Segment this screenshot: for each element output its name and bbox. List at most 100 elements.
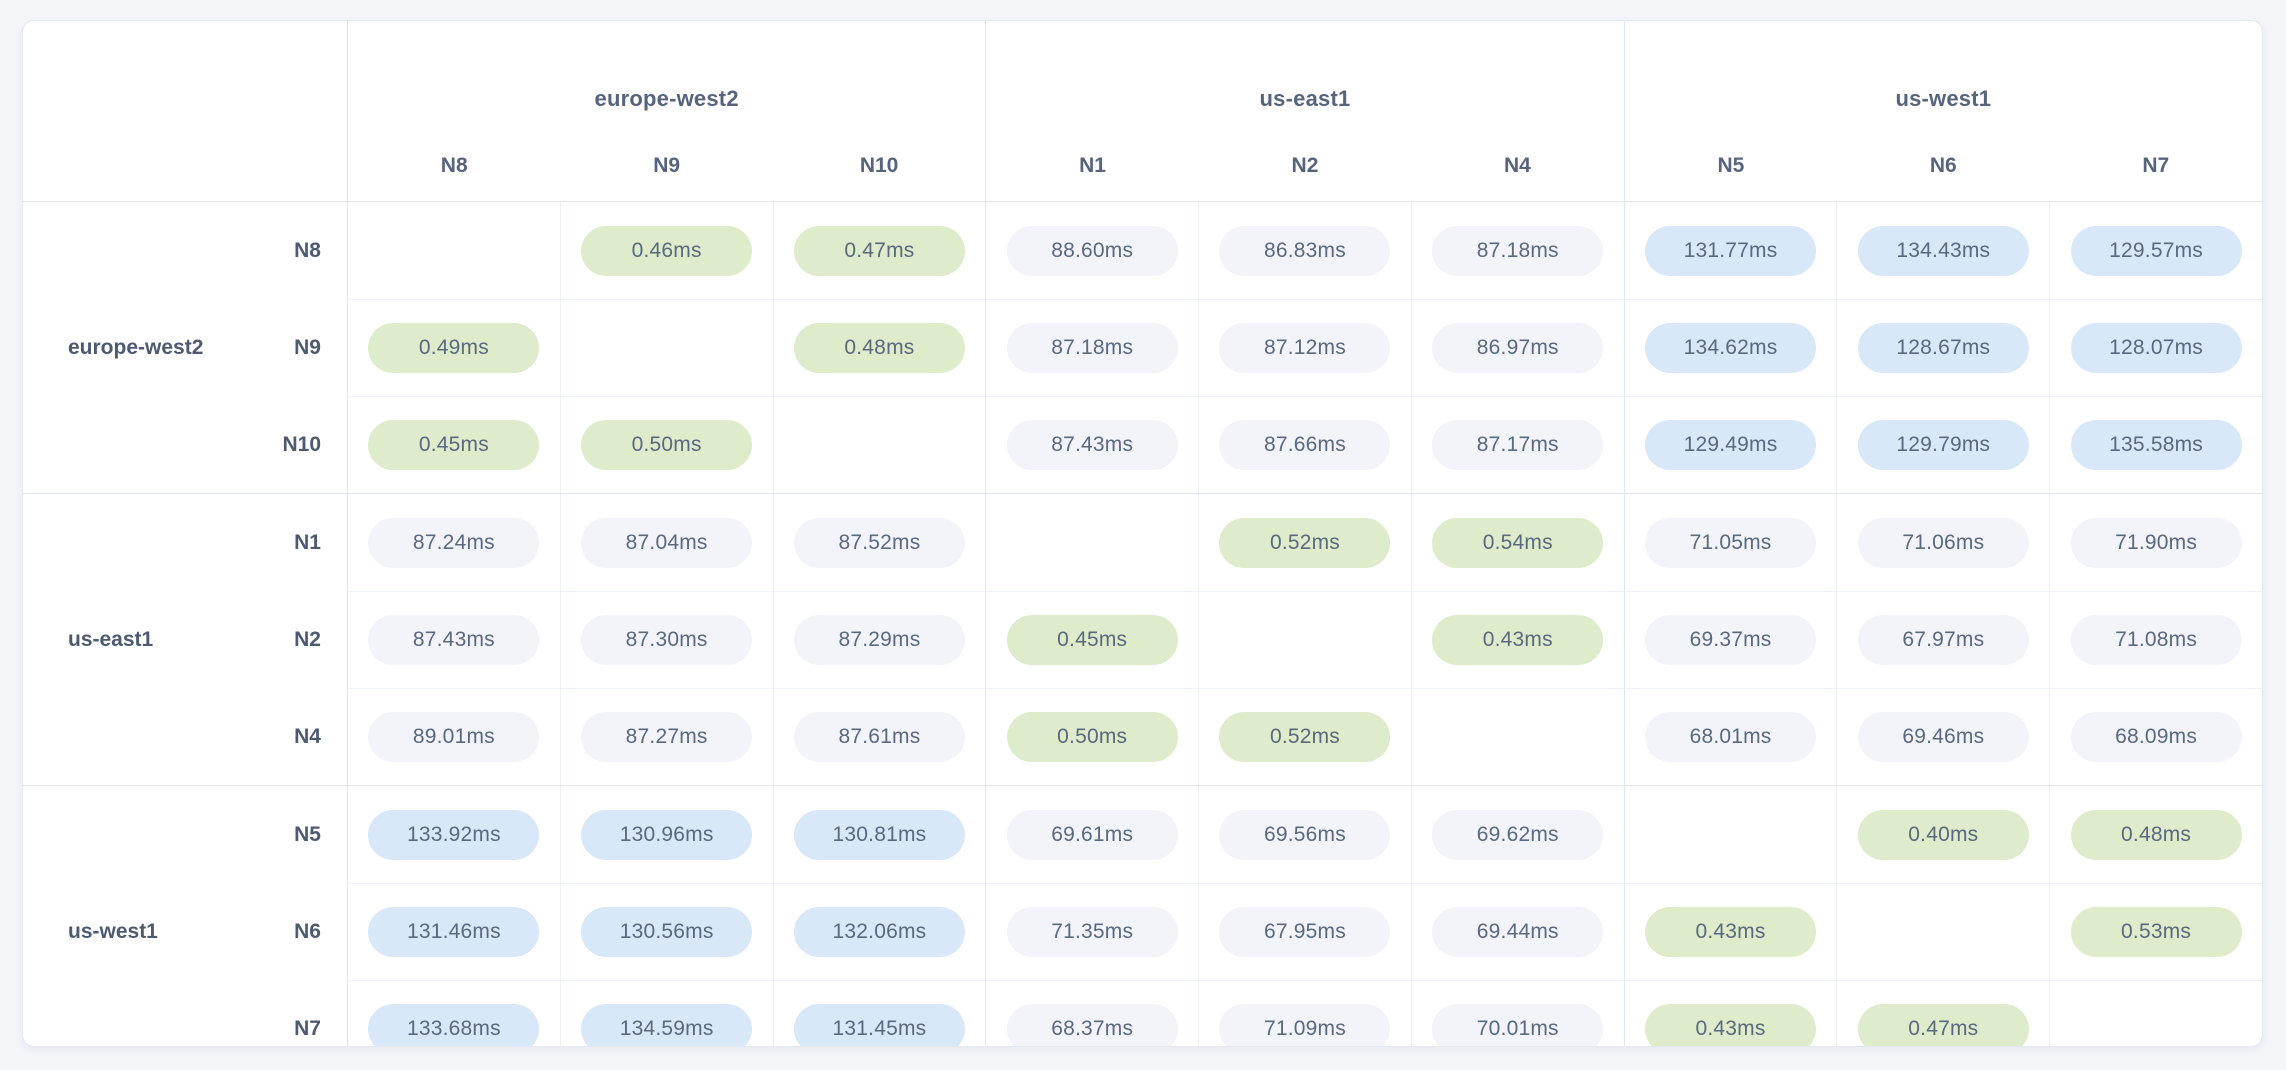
row-region-label-us-east1: us-east1 (68, 627, 154, 651)
latency-pill: 69.56ms (1219, 809, 1391, 860)
latency-cell-N7-col6: 0.43ms (1623, 980, 1837, 1046)
latency-cell-N5-col3: 69.61ms (985, 786, 1198, 883)
latency-pill: 131.45ms (793, 1004, 965, 1046)
column-node-label-N9: N9 (653, 154, 681, 177)
latency-pill: 0.47ms (1857, 1004, 2029, 1046)
latency-pill: 0.50ms (1006, 712, 1178, 762)
latency-pill: 87.30ms (581, 615, 753, 665)
latency-cell-N8-col2: 0.47ms (772, 202, 986, 299)
latency-cell-N8-col8: 129.57ms (2049, 202, 2262, 299)
latency-pill: 0.48ms (2070, 809, 2242, 860)
row-node-label-N1: N1 (294, 530, 321, 554)
latency-pill: 87.04ms (581, 517, 753, 568)
latency-pill: 69.37ms (1645, 615, 1817, 665)
latency-pill: 131.46ms (368, 907, 540, 957)
latency-cell-N8-col0 (347, 202, 560, 299)
row-region-label-us-west1: us-west1 (68, 919, 158, 943)
latency-pill: 0.43ms (1645, 1004, 1817, 1046)
latency-cell-N2-col7: 67.97ms (1836, 591, 2050, 688)
latency-pill: 71.08ms (2070, 615, 2242, 665)
latency-cell-N9-col1 (559, 299, 773, 396)
latency-pill: 0.49ms (368, 323, 540, 373)
latency-cell-N6-col4: 67.95ms (1198, 883, 1411, 980)
latency-pill: 129.79ms (1857, 420, 2029, 470)
row-node-label-N8: N8 (294, 238, 321, 262)
latency-cell-N5-col4: 69.56ms (1198, 786, 1411, 883)
latency-cell-N6-col1: 130.56ms (559, 883, 773, 980)
latency-cell-N4-col2: 87.61ms (772, 688, 986, 785)
column-group-region-title: europe-west2 (594, 86, 739, 111)
latency-pill: 67.95ms (1219, 907, 1391, 957)
latency-cell-N4-col3: 0.50ms (985, 688, 1199, 785)
latency-cell-N10-col3: 87.43ms (985, 396, 1199, 493)
column-node-labels: N1 N2 N4 (986, 131, 1623, 201)
latency-cell-N2-col6: 69.37ms (1623, 591, 1837, 688)
latency-cell-N1-col7: 71.06ms (1836, 494, 2049, 591)
latency-pill: 130.96ms (581, 809, 753, 860)
row-node-label-N7: N7 (294, 1016, 321, 1040)
latency-cell-N7-col1: 134.59ms (559, 980, 773, 1046)
latency-cell-N7-col8 (2049, 980, 2262, 1046)
latency-cell-N8-col3: 88.60ms (985, 202, 1198, 299)
latency-pill: 128.67ms (1857, 323, 2029, 373)
latency-cell-N6-col6: 0.43ms (1623, 883, 1837, 980)
latency-pill: 131.77ms (1645, 225, 1817, 276)
row-group-us-east1: us-east1 N1 87.24ms 87.04ms 87.52ms 0.52ms 0.5… (23, 493, 2262, 785)
latency-cell-N5-col6 (1623, 786, 1837, 883)
row-node-label-N2: N2 (294, 627, 321, 651)
latency-cell-N10-col6: 129.49ms (1623, 396, 1837, 493)
latency-pill: 68.09ms (2070, 712, 2242, 762)
latency-cell-N2-col1: 87.30ms (559, 591, 773, 688)
latency-cell-N6-col5: 69.44ms (1410, 883, 1624, 980)
column-node-label-N1: N1 (1079, 154, 1106, 177)
latency-pill: 0.45ms (1006, 615, 1178, 665)
latency-pill: 87.61ms (793, 712, 965, 762)
latency-pill: 134.62ms (1645, 323, 1817, 373)
latency-pill: 70.01ms (1432, 1004, 1604, 1046)
latency-cell-N9-col3: 87.18ms (985, 299, 1199, 396)
latency-pill: 69.61ms (1006, 809, 1178, 860)
row-node-label-N6: N6 (294, 919, 321, 943)
column-group-region-title: us-east1 (1259, 86, 1351, 111)
latency-cell-N5-col8: 0.48ms (2049, 786, 2262, 883)
latency-pill: 69.46ms (1857, 712, 2029, 762)
latency-pill: 88.60ms (1006, 225, 1178, 276)
latency-cell-N9-col4: 87.12ms (1198, 299, 1411, 396)
row-group-europe-west2: europe-west2 N8 0.46ms 0.47ms 88.60ms 86.83ms… (23, 202, 2262, 493)
latency-pill: 134.59ms (581, 1004, 753, 1046)
latency-pill: 71.35ms (1006, 907, 1178, 957)
latency-cell-N5-col5: 69.62ms (1410, 786, 1624, 883)
column-group-header-us-east1: us-east1 N1 N2 N4 (985, 21, 1623, 201)
latency-cell-N10-col4: 87.66ms (1198, 396, 1411, 493)
latency-cell-N10-col0: 0.45ms (347, 396, 560, 493)
latency-cell-N7-col7: 0.47ms (1836, 980, 2050, 1046)
latency-cell-N8-col6: 131.77ms (1623, 202, 1837, 299)
latency-cell-N1-col0: 87.24ms (347, 494, 560, 591)
row-node-label-N4: N4 (294, 724, 321, 748)
latency-cell-N1-col2: 87.52ms (772, 494, 986, 591)
latency-pill: 87.43ms (1006, 420, 1178, 470)
latency-pill: 71.05ms (1645, 517, 1817, 568)
latency-cell-N1-col5: 0.54ms (1410, 494, 1624, 591)
latency-pill: 89.01ms (368, 712, 540, 762)
latency-pill: 0.52ms (1219, 712, 1391, 762)
column-node-labels: N8 N9 N10 (348, 131, 985, 201)
latency-cell-N4-col5 (1410, 688, 1624, 785)
latency-pill: 71.06ms (1857, 517, 2029, 568)
latency-cell-N8-col4: 86.83ms (1198, 202, 1411, 299)
latency-matrix-card: europe-west2 N8 N9 N10 us-east1 N1 N2 N4 us-west… (22, 20, 2263, 1047)
latency-pill: 69.44ms (1432, 907, 1604, 957)
latency-pill: 87.66ms (1219, 420, 1391, 470)
latency-cell-N2-col5: 0.43ms (1410, 591, 1624, 688)
latency-cell-N9-col2: 0.48ms (772, 299, 986, 396)
latency-pill: 71.90ms (2070, 517, 2242, 568)
latency-pill: 87.27ms (581, 712, 753, 762)
matrix-body: europe-west2 N8 0.46ms 0.47ms 88.60ms 86.83ms… (23, 202, 2262, 1046)
latency-pill: 87.18ms (1006, 323, 1178, 373)
latency-pill: 130.81ms (793, 809, 965, 860)
column-node-label-N8: N8 (440, 154, 468, 177)
latency-cell-N9-col0: 0.49ms (347, 299, 560, 396)
latency-cell-N5-col2: 130.81ms (772, 786, 986, 883)
column-node-labels: N5 N6 N7 (1625, 131, 2262, 201)
latency-pill: 128.07ms (2070, 323, 2242, 373)
